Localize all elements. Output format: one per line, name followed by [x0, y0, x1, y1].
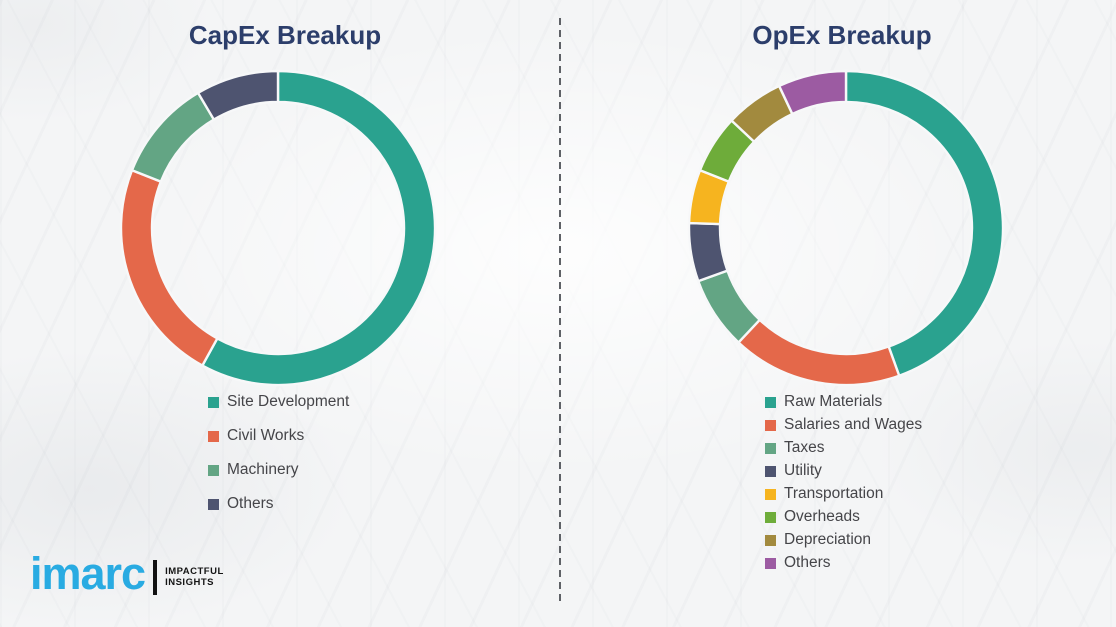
- legend-label: Others: [227, 495, 274, 512]
- imarc-logo: imarc IMPACTFUL INSIGHTS: [30, 551, 224, 597]
- capex-chart-title: CapEx Breakup: [188, 20, 382, 50]
- legend-item-raw-materials: Raw Materials: [765, 391, 922, 413]
- legend-item-civil-works: Civil Works: [208, 425, 349, 447]
- logo-tagline-line2: INSIGHTS: [165, 577, 214, 588]
- legend-item-depreciation: Depreciation: [765, 529, 922, 551]
- legend-item-overheads: Overheads: [765, 506, 922, 528]
- legend-label: Utility: [784, 462, 822, 479]
- slice-raw-materials: [844, 69, 1005, 377]
- legend-swatch-salaries-and-wages: [765, 419, 776, 431]
- legend-swatch-others: [765, 557, 776, 569]
- legend-item-others: Others: [208, 493, 349, 515]
- slice-machinery: [130, 91, 216, 183]
- slice-salaries-and-wages: [737, 318, 901, 387]
- legend-label: Machinery: [227, 461, 299, 478]
- slice-utility: [687, 221, 729, 283]
- legend-item-site-development: Site Development: [208, 391, 349, 413]
- legend-swatch-utility: [765, 465, 776, 477]
- logo-tagline: IMPACTFUL INSIGHTS: [165, 566, 224, 589]
- slice-site-development: [201, 69, 437, 387]
- legend-label: Overheads: [784, 508, 860, 525]
- legend-label: Depreciation: [784, 531, 872, 548]
- legend-swatch-machinery: [208, 464, 219, 476]
- logo-tagline-line1: IMPACTFUL: [165, 565, 224, 577]
- legend-item-utility: Utility: [765, 460, 922, 482]
- legend-label: Others: [784, 554, 831, 571]
- legend-label: Raw Materials: [784, 393, 883, 410]
- logo-divider-bar: [153, 559, 158, 595]
- capex-donut-chart: [119, 69, 437, 387]
- legend-label: Transportation: [784, 485, 884, 502]
- slice-civil-works: [119, 169, 219, 367]
- legend-swatch-taxes: [765, 442, 776, 454]
- slice-others: [777, 69, 848, 116]
- legend-swatch-civil-works: [208, 430, 219, 442]
- opex-donut-chart: [687, 69, 1005, 387]
- legend-swatch-depreciation: [765, 534, 776, 546]
- dashed-divider: [559, 18, 561, 602]
- legend-swatch-raw-materials: [765, 396, 776, 408]
- legend-item-salaries-and-wages: Salaries and Wages: [765, 414, 922, 436]
- slice-others: [196, 69, 280, 121]
- legend-item-machinery: Machinery: [208, 459, 349, 481]
- legend-item-taxes: Taxes: [765, 437, 922, 459]
- imarc-wordmark: imarc: [30, 548, 146, 599]
- legend-item-others: Others: [765, 552, 922, 574]
- legend-label: Salaries and Wages: [784, 416, 923, 433]
- capex-legend: Site Development Civil Works Machinery Othe…: [208, 391, 349, 515]
- legend-swatch-transportation: [765, 488, 776, 500]
- opex-chart-title: OpEx Breakup: [752, 20, 932, 50]
- legend-swatch-others: [208, 498, 219, 510]
- legend-label: Civil Works: [227, 427, 305, 444]
- opex-legend: Raw Materials Salaries and Wages Taxes Util…: [765, 391, 922, 574]
- legend-label: Site Development: [227, 393, 350, 410]
- legend-item-transportation: Transportation: [765, 483, 922, 505]
- legend-label: Taxes: [784, 439, 825, 456]
- legend-swatch-overheads: [765, 511, 776, 523]
- legend-swatch-site-development: [208, 396, 219, 408]
